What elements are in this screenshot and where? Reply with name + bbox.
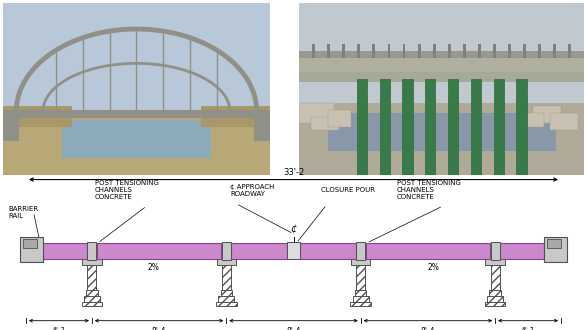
Bar [300,243,356,259]
Bar [299,3,584,103]
Bar [254,110,270,141]
Bar [3,106,72,127]
Bar [550,113,578,130]
Bar [299,103,584,175]
Bar [82,257,102,265]
Bar [355,290,366,297]
Bar [218,296,234,302]
Bar [403,45,406,58]
Text: 2%: 2% [428,263,440,272]
Bar [216,302,237,306]
Bar [508,45,511,58]
Bar [82,302,102,306]
Bar [448,45,451,58]
Bar [21,237,43,262]
Bar [463,45,465,58]
Bar [3,110,19,141]
Bar [523,45,526,58]
Bar [500,243,544,259]
Text: 4'-1: 4'-1 [52,327,66,330]
Bar [328,113,555,151]
Bar [356,242,365,260]
Bar [485,302,505,306]
Bar [328,45,330,58]
Bar [357,45,360,58]
Bar [521,113,544,127]
Bar [201,106,270,127]
Text: POST TENSIONING
CHANNELS
CONCRETE: POST TENSIONING CHANNELS CONCRETE [397,181,461,200]
Bar [342,45,345,58]
Bar [97,243,221,259]
Bar [328,110,350,127]
Bar [86,290,97,297]
Bar [3,110,270,175]
Bar [554,45,556,58]
Bar [231,243,287,259]
Text: 8'-4: 8'-4 [152,327,166,330]
Bar [87,242,96,260]
Bar [87,262,96,291]
Text: CLOSURE POUR: CLOSURE POUR [321,187,375,193]
Text: 4'-1: 4'-1 [521,327,535,330]
Bar [217,257,236,265]
Bar [357,79,367,175]
Bar [478,45,481,58]
Text: POST TENSIONING
CHANNELS
CONCRETE: POST TENSIONING CHANNELS CONCRETE [95,181,159,200]
Text: 8'-4: 8'-4 [421,327,435,330]
Bar [418,45,420,58]
Bar [299,72,584,82]
Bar [568,45,571,58]
Bar [425,79,436,175]
Bar [3,3,270,110]
Bar [287,242,300,259]
Bar [299,58,584,72]
Bar [538,45,541,58]
Bar [546,239,561,248]
Bar [544,237,566,262]
Bar [222,262,231,291]
Bar [403,79,413,175]
Bar [533,106,561,123]
Bar [366,243,490,259]
Bar [517,79,527,175]
Bar [448,79,458,175]
Bar [350,302,371,306]
Text: 2%: 2% [147,263,159,272]
Bar [493,45,496,58]
Bar [221,290,232,297]
Bar [356,262,365,291]
Bar [312,45,315,58]
Text: 8'-4: 8'-4 [286,327,301,330]
Bar [491,242,500,260]
Text: ¢ APPROACH
ROADWAY: ¢ APPROACH ROADWAY [230,184,275,197]
Text: BARRIER
RAIL: BARRIER RAIL [9,206,39,218]
Bar [485,257,505,265]
Bar [311,116,339,130]
Bar [494,79,504,175]
Bar [471,79,481,175]
Bar [299,103,333,123]
Bar [222,242,231,260]
Bar [353,296,369,302]
Bar [373,45,375,58]
Bar [11,110,262,118]
Text: 33'-2: 33'-2 [283,168,304,177]
Bar [490,290,501,297]
Bar [380,79,390,175]
Bar [491,262,500,291]
Bar [43,243,87,259]
Bar [299,51,584,58]
Text: ¢: ¢ [291,225,296,235]
Bar [433,45,436,58]
Bar [487,296,503,302]
Bar [84,296,100,302]
Bar [387,45,390,58]
Bar [62,120,211,158]
Bar [351,257,370,265]
Bar [23,239,36,248]
